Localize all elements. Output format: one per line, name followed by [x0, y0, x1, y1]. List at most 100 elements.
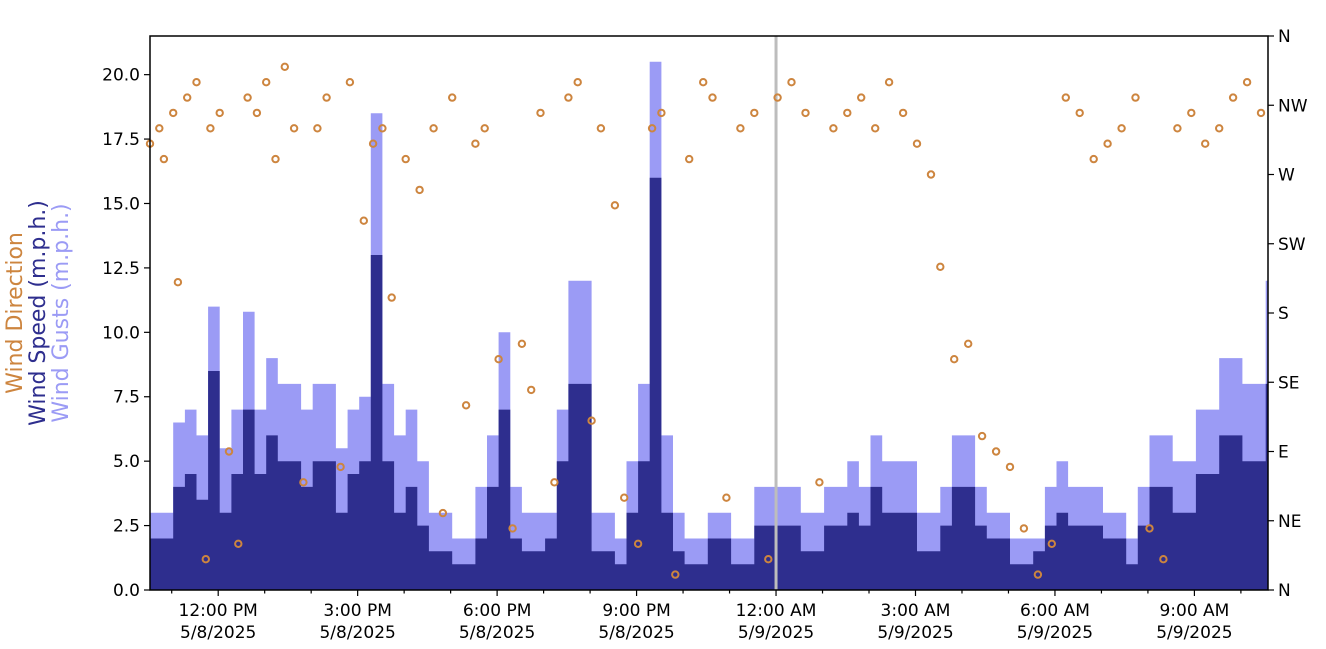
y2-tick-label: N	[1278, 581, 1291, 601]
direction-point	[1187, 108, 1196, 118]
direction-point	[620, 493, 629, 502]
direction-point	[1019, 524, 1029, 533]
direction-point	[685, 154, 694, 164]
x-tick-date-label: 5/9/2025	[738, 623, 814, 643]
y2-tick-label: E	[1278, 443, 1289, 463]
x-tick-date-label: 5/8/2025	[180, 623, 256, 643]
direction-point	[322, 93, 331, 102]
direction-point	[159, 154, 169, 164]
y-tick-label: 0.0	[113, 581, 140, 601]
y-tick-label: 7.5	[113, 388, 140, 408]
y2-tick-label: NW	[1278, 96, 1308, 116]
x-tick-time-label: 9:00 PM	[602, 601, 671, 621]
direction-point	[1117, 124, 1126, 133]
x-tick-date-label: 5/9/2025	[1156, 623, 1232, 643]
direction-point	[271, 154, 280, 164]
direction-point	[815, 478, 824, 487]
direction-point	[527, 385, 536, 395]
direction-point	[224, 447, 234, 456]
direction-point	[647, 124, 657, 133]
direction-point	[1033, 570, 1043, 579]
direction-point	[764, 555, 773, 564]
y-label-part: Wind Speed (m.p.h.)	[26, 200, 51, 426]
y-tick-label: 2.5	[113, 517, 140, 537]
direction-point	[336, 462, 345, 472]
direction-point	[1061, 93, 1071, 102]
direction-point	[564, 93, 573, 102]
direction-point	[387, 293, 396, 302]
direction-point	[550, 478, 559, 487]
direction-point	[345, 78, 355, 87]
direction-point	[378, 124, 387, 133]
direction-point	[192, 78, 201, 87]
y-tick-label: 20.0	[102, 66, 140, 86]
y-tick-label: 17.5	[102, 130, 140, 150]
direction-point	[1075, 108, 1084, 118]
direction-point	[773, 93, 782, 102]
direction-point	[508, 524, 517, 533]
y2-tick-label: SE	[1278, 373, 1300, 393]
direction-point	[206, 124, 215, 133]
direction-point	[1173, 124, 1182, 133]
y-label-part: Wind Gusts (m.p.h.)	[49, 203, 74, 422]
y2-tick-label: W	[1278, 166, 1295, 186]
direction-point	[155, 124, 164, 133]
direction-point	[1242, 78, 1252, 87]
direction-point	[950, 355, 959, 364]
direction-point	[884, 78, 894, 87]
y-tick-label: 12.5	[102, 259, 140, 279]
direction-point	[536, 108, 545, 118]
direction-point	[898, 108, 908, 118]
direction-point	[517, 339, 527, 348]
direction-point	[243, 93, 252, 102]
direction-point	[1103, 139, 1112, 148]
direction-point	[671, 570, 680, 579]
x-tick-date-label: 5/8/2025	[319, 623, 395, 643]
direction-point	[313, 124, 322, 133]
direction-point	[262, 78, 271, 87]
y-tick-label: 10.0	[102, 323, 140, 343]
direction-point	[750, 108, 759, 118]
direction-point	[912, 139, 922, 148]
direction-point	[926, 170, 936, 179]
direction-point	[1047, 539, 1057, 548]
direction-point	[722, 493, 731, 502]
direction-point	[573, 78, 582, 87]
direction-point	[401, 154, 410, 164]
direction-point	[1005, 462, 1015, 472]
direction-point	[289, 124, 299, 133]
x-tick-time-label: 12:00 PM	[179, 601, 258, 621]
x-tick-time-label: 6:00 PM	[463, 601, 532, 621]
y2-tick-label: S	[1278, 304, 1289, 324]
direction-point	[801, 108, 810, 118]
direction-point	[1131, 93, 1140, 102]
direction-point	[787, 78, 796, 87]
direction-point	[215, 108, 224, 118]
direction-point	[471, 139, 480, 148]
direction-point	[1215, 124, 1224, 133]
direction-point	[1159, 555, 1168, 564]
direction-point	[843, 108, 852, 118]
direction-point	[183, 93, 192, 102]
direction-point	[1228, 93, 1238, 102]
direction-point	[857, 93, 866, 102]
direction-point	[359, 216, 368, 225]
direction-point	[438, 508, 448, 518]
direction-point	[633, 539, 643, 548]
direction-point	[201, 555, 211, 564]
direction-point	[699, 78, 708, 87]
y-axis-label: Wind DirectionWind Speed (m.p.h.)Wind Gu…	[3, 200, 74, 426]
direction-point	[657, 108, 666, 118]
direction-point	[480, 124, 489, 133]
direction-point	[964, 339, 973, 348]
x-tick-time-label: 6:00 AM	[1020, 601, 1090, 621]
x-tick-time-label: 9:00 AM	[1159, 601, 1229, 621]
direction-point	[1089, 154, 1098, 164]
direction-point	[429, 124, 438, 133]
x-tick-date-label: 5/8/2025	[598, 623, 674, 643]
direction-point	[448, 93, 457, 102]
direction-point	[991, 447, 1001, 456]
y2-tick-label: SW	[1278, 235, 1306, 255]
direction-point	[280, 62, 289, 72]
